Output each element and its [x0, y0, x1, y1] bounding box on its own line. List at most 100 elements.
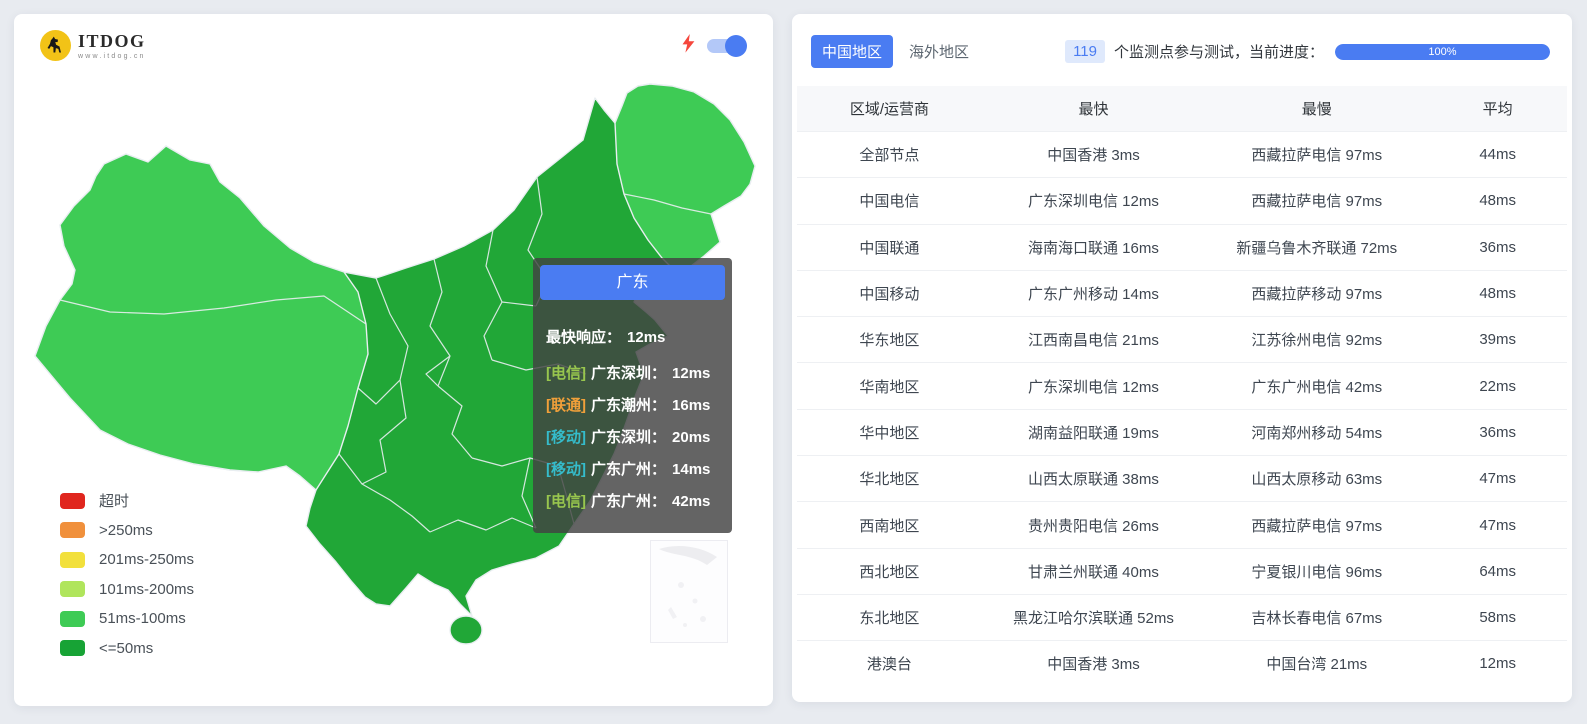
legend-swatch [60, 640, 85, 657]
entry-place: 广东广州： [591, 493, 667, 510]
table-cell: 华南地区 [859, 378, 920, 396]
legend-swatch [60, 551, 85, 568]
tooltip-entry: [联通] 广东潮州： 16ms [546, 394, 719, 414]
map-legend: 超时 >250ms 201ms-250ms 101ms-200ms 51ms-100ms… [60, 486, 194, 663]
table-row: 华东地区 江西南昌电信 21ms 江苏徐州电信 92ms 39ms [797, 316, 1567, 363]
tooltip-fastest-value: 12ms [627, 329, 666, 346]
entry-place: 广东深圳： [591, 365, 667, 382]
table-cell: 64ms [1479, 562, 1517, 580]
tooltip-fastest: 最快响应： 12ms [546, 326, 719, 346]
table-cell: 48ms [1479, 285, 1517, 303]
table-cell: 湖南益阳联通 19ms [1028, 424, 1159, 442]
map-tooltip: 广东 最快响应： 12ms [电信] 广东深圳： 12ms [联通] 广东潮州： 16ms[… [533, 258, 732, 533]
table-cell: 58ms [1479, 609, 1517, 627]
legend-swatch [60, 581, 85, 598]
table-cell: 中国移动 [859, 286, 920, 304]
entry-value: 42ms [672, 493, 711, 510]
tooltip-entries: [电信] 广东深圳： 12ms [联通] 广东潮州： 16ms [移动] 广东深圳： 20ms[… [540, 362, 725, 510]
legend-item[interactable]: <=50ms [60, 634, 194, 664]
table-cell: 西北地区 [859, 563, 920, 581]
table-row: 中国移动 广东广州移动 14ms 西藏拉萨移动 97ms 48ms [797, 269, 1567, 317]
results-panel: 中国地区 海外地区 119 个监测点参与测试，当前进度： 100% 区域/运营商… [792, 14, 1572, 702]
table-cell: 江苏徐州电信 92ms [1251, 332, 1383, 350]
tab-overseas-region[interactable]: 海外地区 [898, 35, 980, 68]
table-row: 西北地区 甘肃兰州联通 40ms 宁夏银川电信 96ms 64ms [797, 547, 1567, 594]
table-cell: 新疆乌鲁木齐联通 72ms [1236, 239, 1398, 257]
tab-china-region[interactable]: 中国地区 [811, 35, 894, 68]
table-cell: 黑龙江哈尔滨联通 52ms [1013, 610, 1174, 628]
table-cell: 中国台湾 21ms [1266, 656, 1368, 674]
table-cell: 48ms [1479, 192, 1517, 210]
tooltip-title: 广东 [540, 265, 725, 300]
table-row: 中国电信 广东深圳电信 12ms 西藏拉萨电信 97ms 48ms [797, 177, 1567, 224]
legend-item[interactable]: 51ms-100ms [60, 604, 194, 634]
table-row: 华北地区 山西太原联通 38ms 山西太原移动 63ms 47ms [797, 455, 1567, 502]
map-tools [682, 33, 747, 58]
legend-item[interactable]: 超时 [60, 486, 194, 516]
table-cell: 中国电信 [859, 193, 920, 211]
monitor-status-text: 个监测点参与测试，当前进度： [1113, 44, 1324, 61]
logo-subtitle: www.itdog.cn [78, 52, 146, 60]
monitor-status: 119 个监测点参与测试，当前进度： 100% [1065, 40, 1550, 63]
table-cell: 全部节点 [859, 147, 920, 165]
legend-item[interactable]: 201ms-250ms [60, 545, 194, 575]
table-cell: 江西南昌电信 21ms [1028, 332, 1159, 350]
table-cell: 西藏拉萨电信 97ms [1251, 193, 1383, 211]
table-cell: 港澳台 [866, 656, 912, 674]
legend-item[interactable]: 101ms-200ms [60, 575, 194, 605]
carrier-tag: [联通] [546, 397, 586, 414]
legend-label: 超时 [99, 493, 130, 511]
table-row: 东北地区 黑龙江哈尔滨联通 52ms 吉林长春电信 67ms 58ms [797, 593, 1567, 641]
table-cell: 西藏拉萨移动 97ms [1251, 286, 1383, 304]
map-mode-toggle[interactable] [707, 34, 747, 57]
table-cell: 海南海口联通 16ms [1028, 239, 1159, 257]
table-cell: 宁夏银川电信 96ms [1251, 563, 1383, 581]
entry-place: 广东潮州： [591, 397, 667, 414]
logo-title: ITDOG [78, 30, 146, 51]
south-china-sea-inset [650, 540, 728, 643]
entry-place: 广东广州： [591, 461, 667, 478]
table-cell: 47ms [1479, 516, 1517, 534]
legend-label: 101ms-200ms [99, 580, 195, 598]
legend-label: <=50ms [99, 639, 154, 657]
table-cell: 广东深圳电信 12ms [1028, 378, 1159, 396]
carrier-tag: [电信] [546, 365, 586, 382]
entry-value: 14ms [672, 461, 711, 478]
entry-place: 广东深圳： [591, 429, 667, 446]
table-cell: 华北地区 [859, 471, 920, 489]
table-cell: 河南郑州移动 54ms [1251, 424, 1383, 442]
entry-value: 20ms [672, 429, 711, 446]
table-cell: 东北地区 [859, 610, 920, 628]
table-cell: 12ms [1479, 655, 1517, 673]
table-cell: 华中地区 [859, 424, 920, 442]
table-row: 中国联通 海南海口联通 16ms 新疆乌鲁木齐联通 72ms 36ms [797, 223, 1567, 270]
table-row: 全部节点 中国香港 3ms 西藏拉萨电信 97ms 44ms [797, 131, 1567, 178]
table-row: 港澳台 中国香港 3ms 中国台湾 21ms 12ms [797, 640, 1567, 687]
table-cell: 44ms [1479, 146, 1517, 164]
legend-swatch [60, 522, 85, 539]
table-cell: 西藏拉萨电信 97ms [1251, 147, 1383, 165]
legend-label: >250ms [99, 521, 153, 539]
table-cell: 广东深圳电信 12ms [1028, 193, 1159, 211]
table-cell: 39ms [1479, 331, 1517, 349]
result-table: 区域/运营商 最快 最慢 平均 全部节点 中国香港 3ms 西藏拉萨电信 97ms 44ms… [797, 86, 1567, 687]
tooltip-entry: [移动] 广东深圳： 20ms [546, 426, 719, 446]
table-cell: 吉林长春电信 67ms [1251, 610, 1383, 628]
tooltip-fastest-label: 最快响应： [546, 329, 622, 346]
table-cell: 山西太原联通 38ms [1028, 471, 1159, 489]
entry-value: 12ms [672, 365, 711, 382]
legend-item[interactable]: >250ms [60, 516, 194, 546]
table-cell: 中国联通 [859, 239, 920, 257]
monitor-count-badge: 119 [1065, 40, 1105, 63]
dog-logo-icon [40, 30, 71, 61]
table-cell: 甘肃兰州联通 40ms [1028, 563, 1159, 581]
column-header: 最快 [1078, 101, 1109, 118]
map-panel: ITDOG www.itdog.cn [14, 14, 773, 706]
logo-text: ITDOG www.itdog.cn [78, 32, 146, 60]
table-body: 全部节点 中国香港 3ms 西藏拉萨电信 97ms 44ms 中国电信 广东深圳电信 12… [797, 131, 1567, 687]
map-header: ITDOG www.itdog.cn [40, 30, 747, 61]
carrier-tag: [电信] [546, 493, 586, 510]
table-cell: 西南地区 [859, 517, 920, 535]
table-cell: 广东广州电信 42ms [1251, 378, 1383, 396]
carrier-tag: [移动] [546, 461, 586, 478]
